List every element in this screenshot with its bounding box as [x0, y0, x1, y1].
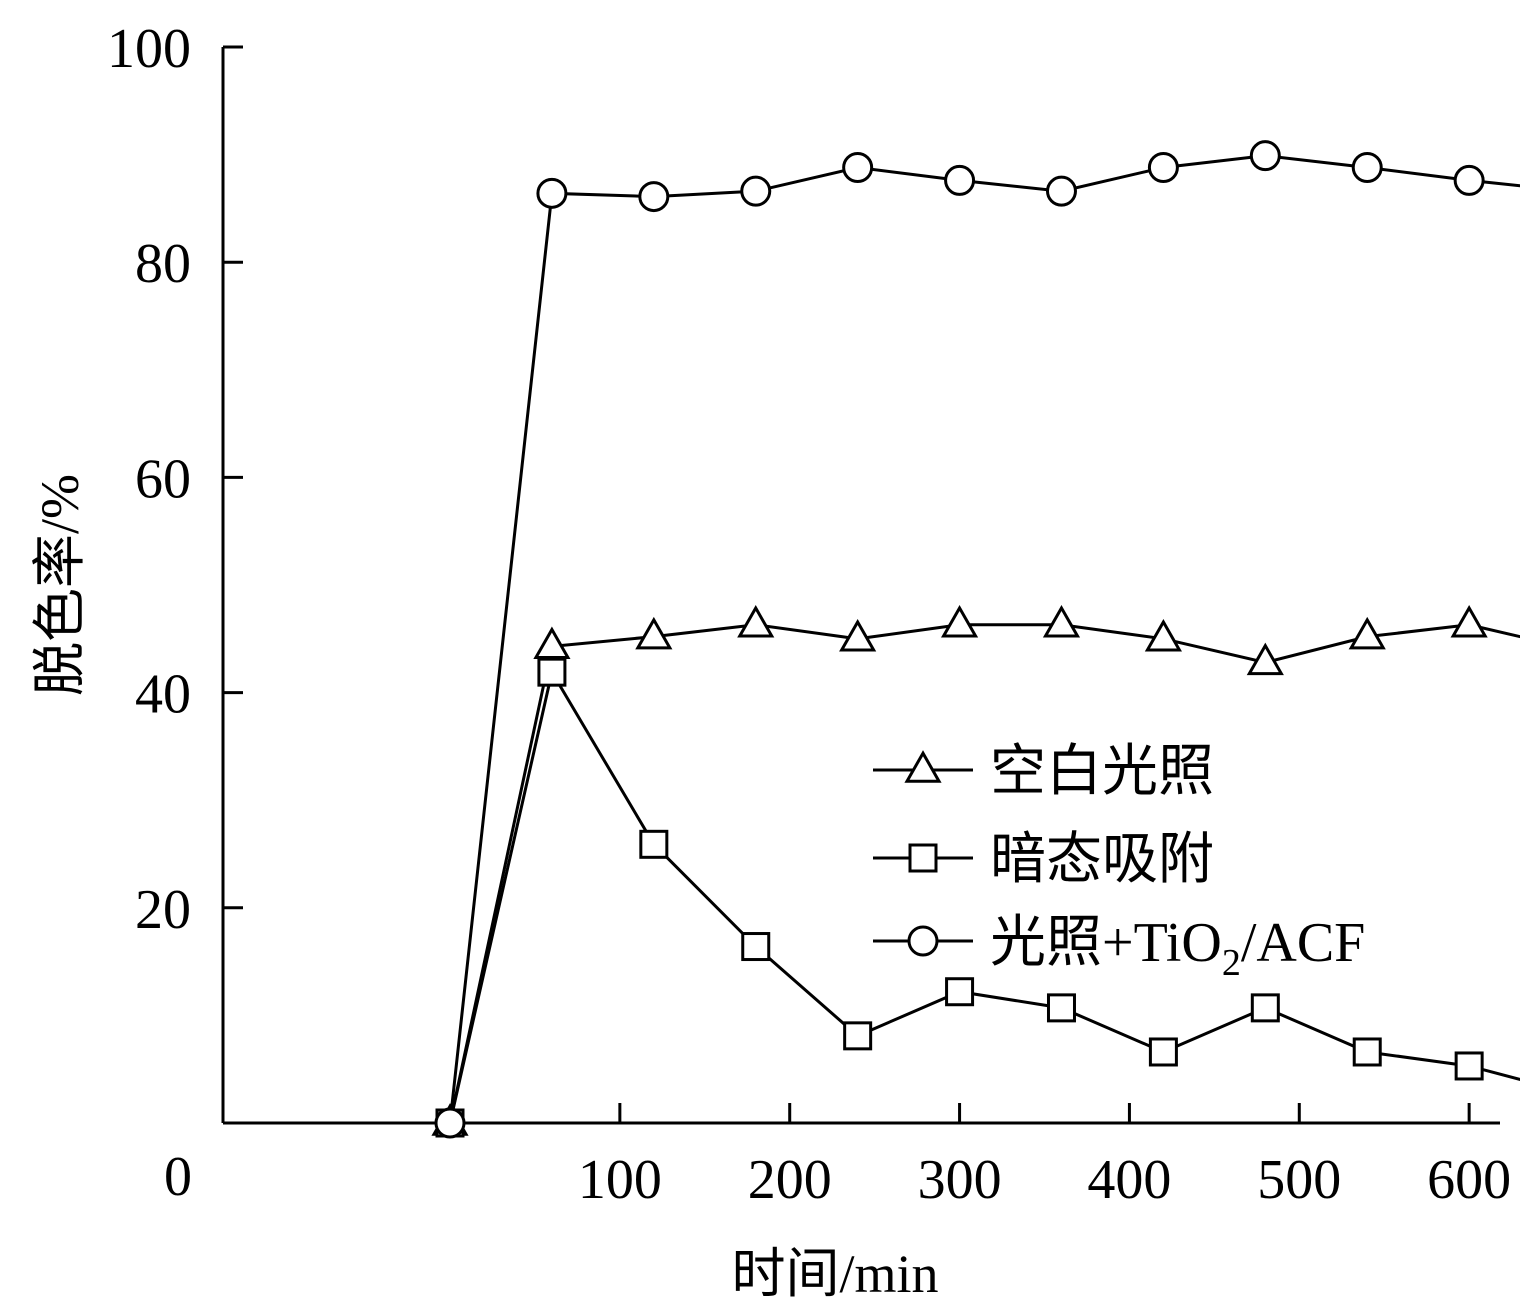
y-tick-label: 60 — [135, 448, 191, 510]
x-axis-title: 时间/min — [731, 1244, 938, 1304]
y-tick-label: 40 — [135, 664, 191, 726]
data-point-dark-adsorption — [1454, 1051, 1484, 1081]
data-point-dark-adsorption — [537, 657, 567, 687]
x-tick-label: 200 — [748, 1149, 832, 1211]
legend-marker-circle — [907, 925, 939, 957]
data-point-dark-adsorption — [843, 1021, 873, 1051]
legend-label: 光照+TiO2/ACF — [990, 912, 1365, 984]
data-point-blank-light — [940, 604, 979, 638]
y-tick-label: 80 — [135, 233, 191, 295]
data-point-light-tio2-acf — [740, 175, 772, 207]
data-point-dark-adsorption — [945, 977, 975, 1007]
data-point-blank-light — [1246, 642, 1284, 676]
data-point-dark-adsorption — [1352, 1037, 1382, 1067]
data-point-light-tio2-acf — [1453, 164, 1485, 196]
data-point-light-tio2-acf — [434, 1107, 466, 1139]
data-point-blank-light — [1450, 604, 1488, 638]
data-point-light-tio2-acf — [1045, 175, 1077, 207]
series-layer — [431, 140, 1520, 1139]
legend-item-dark-adsorption: 暗态吸附 — [873, 829, 1214, 891]
data-point-blank-light — [533, 626, 571, 660]
data-point-blank-light — [737, 604, 775, 638]
data-point-blank-light — [1348, 616, 1386, 650]
data-point-blank-light — [1144, 618, 1182, 652]
axes: 20406080100100200300400500600700 — [107, 18, 1511, 1211]
series-blank-light — [431, 604, 1520, 1136]
y-tick-label: 20 — [135, 879, 191, 941]
data-point-light-tio2-acf — [1249, 140, 1281, 172]
data-point-light-tio2-acf — [944, 164, 976, 196]
data-point-blank-light — [839, 618, 877, 652]
series-dark-adsorption — [435, 657, 1520, 1138]
legend-item-blank-light: 空白光照 — [873, 741, 1214, 803]
data-point-dark-adsorption — [639, 829, 669, 859]
data-point-blank-light — [1042, 604, 1081, 638]
legend-marker-square — [908, 843, 938, 873]
x-tick-label: 600 — [1427, 1149, 1511, 1211]
data-point-dark-adsorption — [1046, 993, 1076, 1023]
data-point-light-tio2-acf — [638, 181, 670, 213]
origin-label: 0 — [164, 1146, 192, 1208]
data-point-light-tio2-acf — [1147, 152, 1179, 184]
legend-label: 暗态吸附 — [990, 829, 1214, 891]
y-tick-label: 100 — [107, 18, 191, 80]
legend-marker-triangle — [904, 750, 942, 783]
x-tick-label: 300 — [918, 1149, 1002, 1211]
legend-item-light-tio2-acf: 光照+TiO2/ACF — [873, 912, 1365, 984]
legend-label: 空白光照 — [990, 741, 1214, 803]
data-point-dark-adsorption — [1250, 993, 1280, 1023]
data-point-dark-adsorption — [741, 932, 771, 962]
data-point-dark-adsorption — [1148, 1037, 1178, 1067]
series-light-tio2-acf — [434, 140, 1520, 1139]
y-axis-title: 脱色率/% — [30, 474, 90, 696]
data-point-light-tio2-acf — [536, 177, 568, 209]
data-point-light-tio2-acf — [842, 152, 874, 184]
data-point-light-tio2-acf — [1351, 152, 1383, 184]
x-tick-label: 400 — [1087, 1149, 1171, 1211]
x-tick-label: 100 — [578, 1149, 662, 1211]
x-tick-label: 500 — [1257, 1149, 1341, 1211]
data-point-blank-light — [635, 616, 673, 650]
